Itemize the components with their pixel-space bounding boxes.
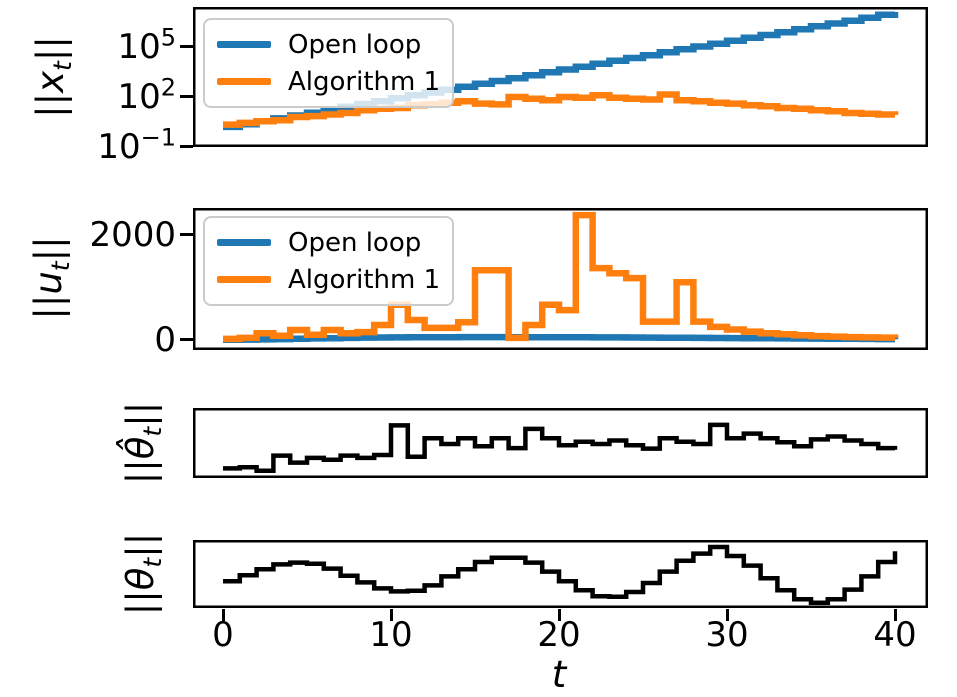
- y-axis-label-theta-hat-norm: ||θ̂t||: [118, 401, 168, 485]
- y-axis-label-x-norm: ||xt||: [28, 36, 78, 118]
- y-axis-label-theta-norm: ||θt||: [118, 532, 168, 616]
- xtick-label-40: 40: [873, 615, 917, 655]
- subplot-parameter-norm: [193, 540, 928, 608]
- ytick-label-0: 0: [154, 320, 176, 360]
- y-tick-mark: [180, 338, 193, 341]
- axes-spine: [193, 208, 928, 350]
- series-open-loop: [223, 11, 899, 131]
- x-tick-mark: [390, 609, 393, 621]
- y-tick-mark: [180, 45, 193, 48]
- parameter-estimate-chart: [193, 408, 928, 478]
- x-tick-mark: [222, 609, 225, 621]
- subplot-state-norm: Open loop Algorithm 1: [193, 7, 928, 147]
- legend-item-algorithm-1: Algorithm 1: [217, 63, 440, 100]
- xtick-label-0: 0: [212, 615, 234, 655]
- state-norm-chart: [193, 7, 928, 147]
- legend-label-algorithm-1: Algorithm 1: [288, 264, 441, 295]
- parameter-chart: [193, 540, 928, 608]
- y-tick-mark: [180, 95, 193, 98]
- axes-spine: [193, 7, 928, 147]
- xtick-label-20: 20: [537, 615, 581, 655]
- series-theta-hat: [223, 422, 898, 473]
- legend-item-algorithm-1: Algorithm 1: [217, 261, 440, 298]
- series-theta: [223, 544, 898, 606]
- y-tick-mark: [180, 233, 193, 236]
- legend-subplot-1: Open loop Algorithm 1: [203, 18, 455, 108]
- subplot-parameter-estimate-norm: [193, 408, 928, 478]
- x-tick-mark: [726, 609, 729, 621]
- subplot-input-norm: Open loop Algorithm 1: [193, 208, 928, 350]
- open-loop-line-swatch: [217, 41, 271, 48]
- xtick-label-10: 10: [369, 615, 413, 655]
- x-tick-mark: [558, 609, 561, 621]
- axes-spine: [193, 540, 928, 608]
- legend-subplot-2: Open loop Algorithm 1: [203, 216, 455, 306]
- y-axis-label-u-norm: ||ut||: [26, 236, 76, 320]
- input-norm-chart: [193, 208, 928, 350]
- series-algorithm-1: [223, 211, 899, 343]
- algorithm-1-line-swatch: [217, 276, 271, 283]
- xtick-label-30: 30: [705, 615, 749, 655]
- axes-spine: [193, 408, 928, 478]
- ytick-label-1e-1: 10−1: [97, 123, 176, 167]
- legend-item-open-loop: Open loop: [217, 26, 440, 63]
- ytick-label-1e5: 105: [117, 23, 176, 67]
- x-axis-label: t: [551, 653, 567, 696]
- series-algorithm-1: [223, 91, 899, 128]
- open-loop-line-swatch: [217, 239, 271, 246]
- legend-label-open-loop: Open loop: [288, 29, 422, 60]
- legend-label-open-loop: Open loop: [288, 227, 422, 258]
- algorithm-1-line-swatch: [217, 78, 271, 85]
- y-tick-mark: [180, 145, 193, 148]
- x-tick-mark: [894, 609, 897, 621]
- ytick-label-1e2: 102: [117, 73, 176, 117]
- ytick-label-2000: 2000: [89, 215, 176, 255]
- legend-label-algorithm-1: Algorithm 1: [288, 66, 441, 97]
- legend-item-open-loop: Open loop: [217, 224, 440, 261]
